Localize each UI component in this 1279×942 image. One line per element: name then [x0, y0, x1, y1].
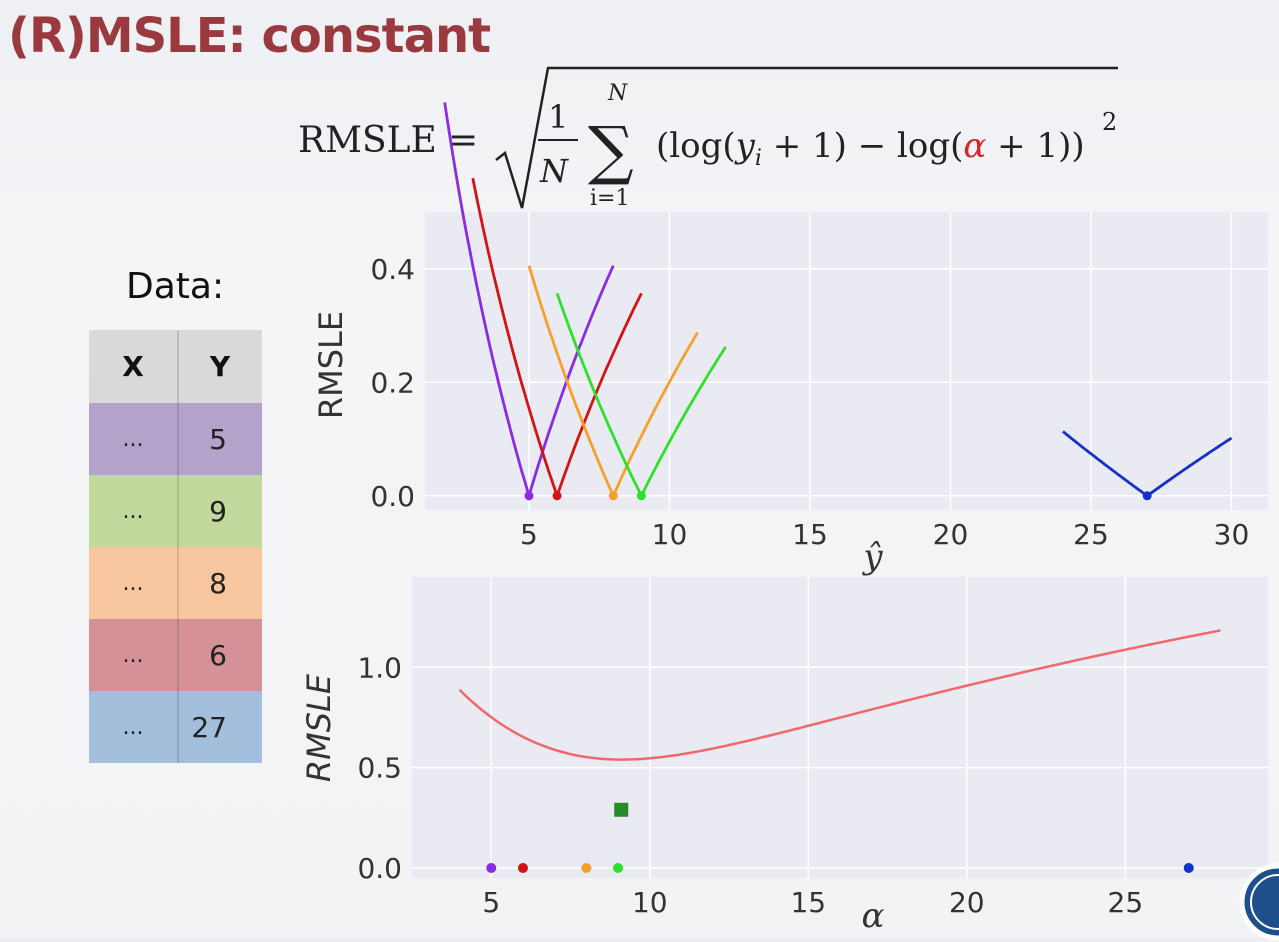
- minimum-point: [524, 491, 534, 501]
- x-axis-label: α: [862, 896, 885, 936]
- rmsle-formula: RMSLE = 1 N N ∑ i=1 (log(yi + 1) − log(α…: [298, 66, 1118, 211]
- column-header-y: Y: [178, 330, 262, 403]
- y-tick-label: 0.0: [370, 480, 415, 513]
- minimum-marker: [614, 802, 629, 817]
- cell-y: 5: [209, 422, 227, 456]
- table-row: ... 27: [89, 691, 262, 763]
- formula-exponent: 2: [1102, 108, 1117, 136]
- y-tick-label: 0.0: [357, 852, 402, 885]
- series-line: [555, 292, 727, 499]
- cell-x: ...: [89, 691, 179, 763]
- fraction-numerator: 1: [548, 98, 568, 136]
- x-tick-label: 20: [949, 886, 985, 919]
- formula-equals: =: [448, 120, 478, 161]
- cell-y: 9: [209, 494, 227, 528]
- target-point: [486, 862, 497, 873]
- column-header-x: X: [89, 330, 179, 403]
- sum-lower-limit: i=1: [590, 186, 629, 211]
- cell-y: 27: [191, 710, 227, 744]
- x-tick-label: 30: [1214, 518, 1250, 551]
- x-tick-label: 15: [792, 518, 828, 551]
- cell-x: ...: [89, 619, 179, 691]
- minimum-point: [636, 491, 646, 501]
- minimum-point: [1142, 491, 1152, 501]
- y-tick-label: 1.0: [357, 651, 402, 684]
- plot-background: [425, 212, 1268, 510]
- y-tick-label: 0.5: [357, 752, 402, 785]
- target-point: [517, 862, 528, 873]
- plot-background: [412, 577, 1268, 878]
- x-tick-label: 5: [482, 886, 500, 919]
- target-point: [613, 862, 624, 873]
- cell-x: ...: [89, 547, 179, 619]
- minimum-point: [552, 491, 562, 501]
- table-row: ... 6: [89, 619, 262, 691]
- rmsle-curve: [458, 629, 1221, 761]
- sum-sign: ∑: [588, 114, 634, 188]
- y-axis-label: RMSLE: [312, 311, 350, 419]
- y-tick-label: 0.2: [370, 366, 415, 399]
- fraction-denominator: N: [539, 152, 569, 190]
- cell-x: ...: [89, 403, 179, 475]
- series-line: [471, 177, 643, 501]
- table-row: ... 5: [89, 403, 262, 475]
- x-tick-label: 10: [632, 886, 668, 919]
- table-header-row: X Y: [89, 330, 262, 403]
- formula-lhs: RMSLE: [298, 120, 437, 161]
- sum-upper-limit: N: [607, 81, 628, 106]
- data-table: X Y ... 5 ... 9 ... 8 ... 6 ... 27: [89, 330, 263, 763]
- x-tick-label: 25: [1108, 886, 1144, 919]
- x-tick-label: 20: [933, 518, 969, 551]
- x-tick-label: 10: [652, 518, 688, 551]
- formula-term: (log(yi + 1) − log(α + 1)): [656, 126, 1085, 171]
- x-tick-label: 25: [1073, 518, 1109, 551]
- target-point: [1183, 862, 1194, 873]
- page-title: (R)MSLE: constant: [8, 8, 491, 64]
- table-row: ... 9: [89, 475, 262, 547]
- target-point: [581, 862, 592, 873]
- data-label: Data:: [126, 266, 225, 307]
- cell-x: ...: [89, 475, 179, 547]
- y-tick-label: 0.4: [370, 253, 415, 286]
- x-tick-label: 5: [520, 518, 538, 551]
- series-line: [527, 265, 699, 500]
- minimum-point: [608, 491, 618, 501]
- cell-y: 8: [209, 566, 227, 600]
- y-axis-label: RMSLE: [300, 673, 338, 782]
- x-axis-label: ŷ: [861, 537, 883, 577]
- series-line: [1062, 430, 1233, 498]
- logo-icon: [1239, 863, 1279, 941]
- table-row: ... 8: [89, 547, 262, 619]
- cell-y: 6: [209, 638, 227, 672]
- x-tick-label: 15: [790, 886, 826, 919]
